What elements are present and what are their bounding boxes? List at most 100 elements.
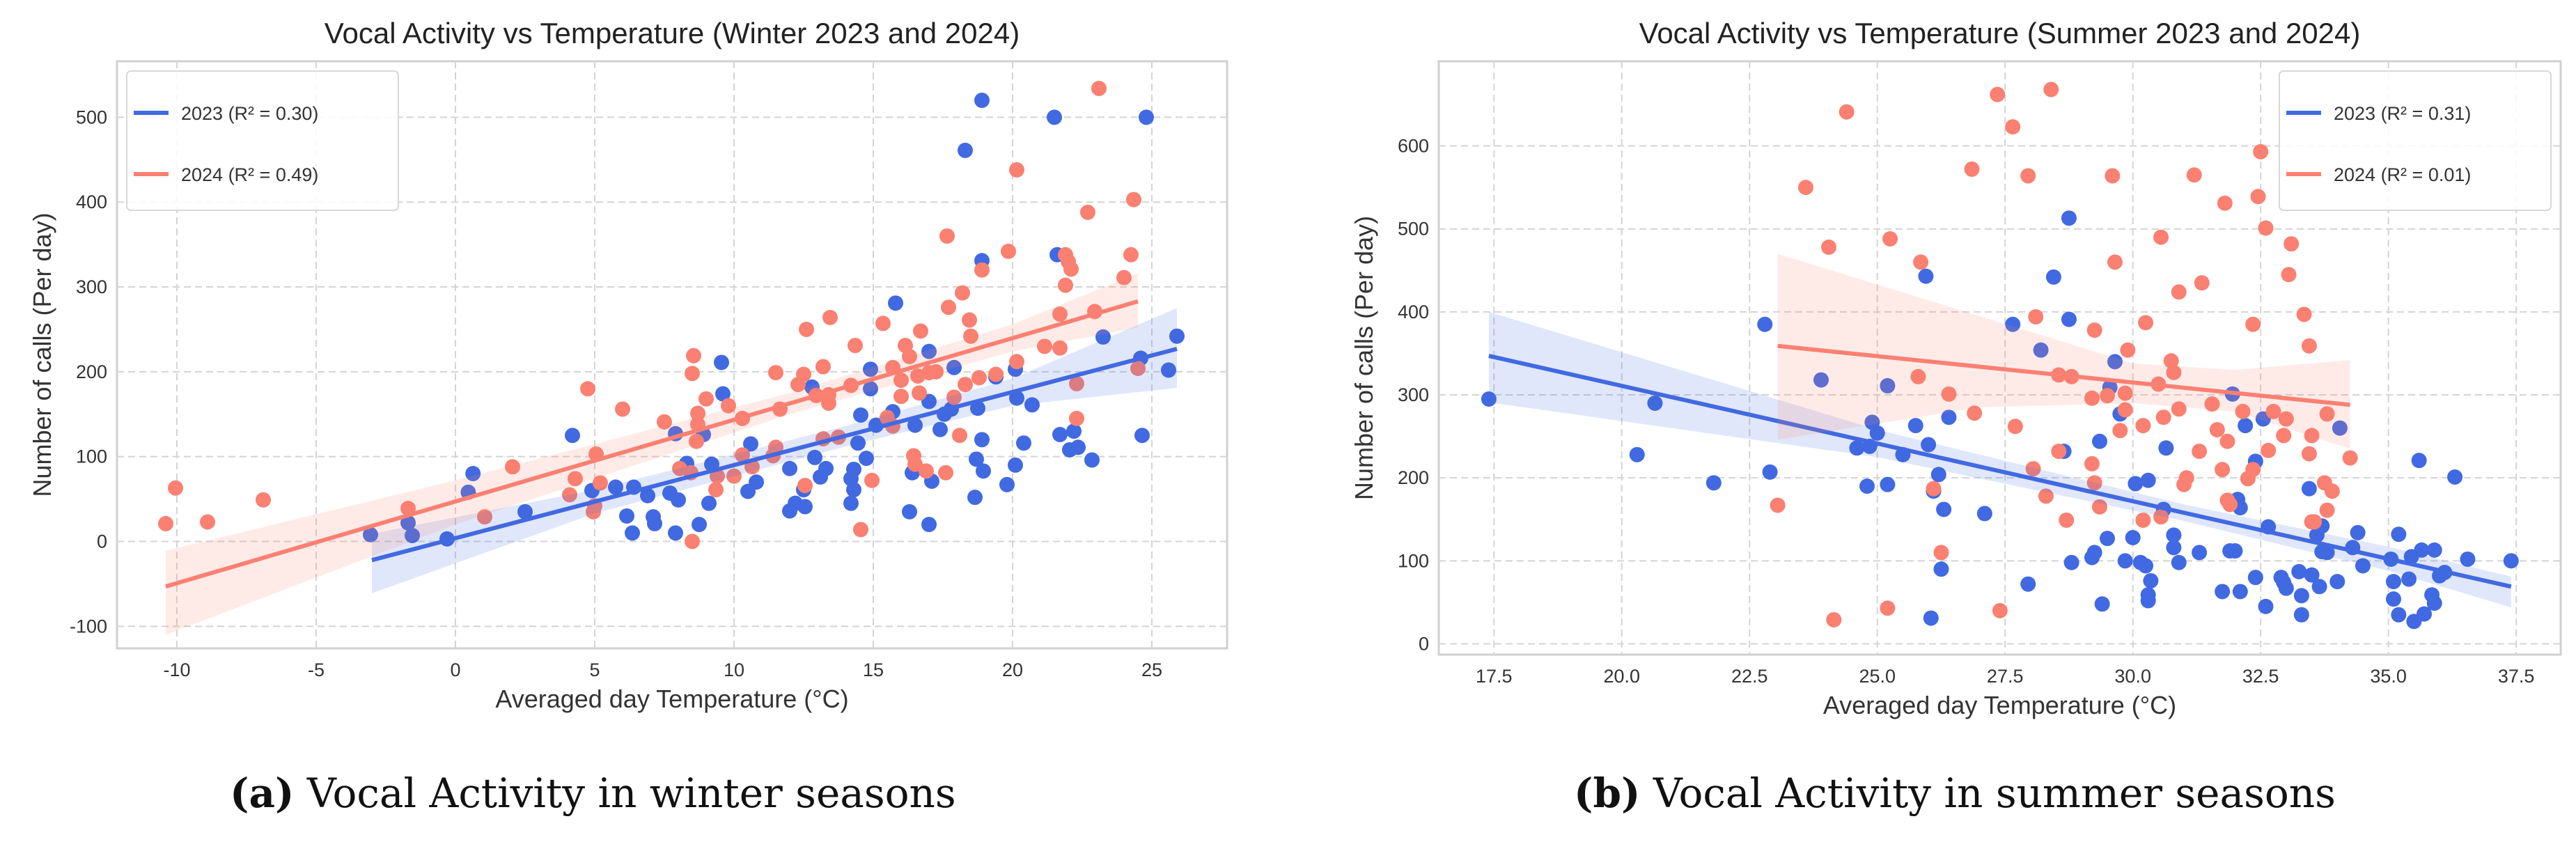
data-point — [2045, 269, 2061, 285]
data-point — [2153, 509, 2169, 525]
data-point — [2304, 567, 2320, 583]
data-point — [2301, 481, 2317, 497]
data-point — [2281, 267, 2297, 283]
data-point — [2291, 563, 2307, 579]
data-point — [1116, 270, 1132, 286]
data-point — [2094, 596, 2110, 612]
data-point — [2117, 385, 2133, 401]
data-point — [1921, 437, 1937, 453]
data-point — [1990, 86, 2006, 102]
y-tick-label: 300 — [1398, 384, 1429, 405]
data-point — [1063, 261, 1079, 277]
x-tick-label: 5 — [589, 659, 600, 680]
data-point — [1869, 425, 1885, 441]
data-point — [2332, 420, 2348, 436]
legend: 2023 (R² = 0.31) 2024 (R² = 0.01) — [2279, 70, 2552, 211]
data-point — [2155, 409, 2171, 426]
data-point — [565, 428, 580, 444]
data-point — [2120, 342, 2136, 358]
data-point — [562, 487, 577, 503]
data-point — [796, 366, 811, 382]
data-point — [988, 366, 1004, 382]
data-point — [850, 435, 866, 451]
y-tick-label: 0 — [97, 531, 107, 552]
data-point — [400, 515, 416, 531]
data-point — [158, 515, 173, 531]
data-point — [822, 309, 838, 325]
data-point — [946, 389, 962, 405]
data-point — [2261, 442, 2277, 458]
y-axis-label: Number of calls (Per day) — [1350, 216, 1378, 500]
data-point — [846, 461, 861, 477]
data-point — [1936, 501, 1952, 517]
data-point — [913, 323, 928, 339]
data-point — [2411, 453, 2427, 469]
regression-line — [1777, 343, 2350, 407]
data-point — [2117, 402, 2133, 418]
y-tick-label: 400 — [1398, 302, 1429, 322]
data-point — [1091, 80, 1107, 96]
data-point — [1008, 457, 1023, 473]
confidence-band — [372, 308, 1177, 593]
data-point — [640, 487, 655, 503]
data-point — [698, 391, 714, 407]
data-point — [1770, 497, 1786, 513]
data-point — [2284, 236, 2300, 252]
data-point — [2178, 470, 2194, 486]
x-tick-label: 35.0 — [2370, 666, 2407, 687]
data-point — [969, 451, 984, 467]
data-point — [615, 401, 630, 417]
data-point — [1964, 161, 1980, 177]
data-point — [2417, 606, 2433, 622]
data-point — [1169, 328, 1185, 344]
y-tick-label: 200 — [1398, 467, 1429, 488]
data-point — [2059, 512, 2075, 528]
data-point — [1130, 360, 1146, 376]
data-point — [1941, 386, 1957, 402]
data-point — [2238, 418, 2254, 434]
data-point — [970, 400, 985, 416]
data-point — [2099, 531, 2115, 547]
data-point — [2215, 584, 2231, 600]
data-point — [1001, 243, 1016, 259]
data-point — [939, 228, 955, 244]
data-point — [2086, 475, 2102, 491]
data-point — [625, 525, 640, 541]
data-point — [2099, 388, 2115, 404]
data-point — [938, 464, 953, 481]
data-point — [1933, 561, 1949, 577]
data-point — [974, 432, 990, 448]
data-point — [902, 348, 917, 364]
data-point — [2209, 422, 2225, 438]
legend-label: 2023 (R² = 0.30) — [181, 103, 318, 124]
data-point — [818, 460, 834, 476]
data-point — [1481, 391, 1497, 407]
series-0-points — [1481, 210, 2519, 630]
data-point — [689, 433, 704, 449]
data-point — [2140, 472, 2156, 488]
data-point — [2084, 455, 2100, 471]
data-point — [2215, 462, 2231, 478]
data-point — [1910, 368, 1926, 384]
data-point — [715, 386, 731, 402]
data-point — [2278, 580, 2294, 596]
data-point — [2245, 462, 2261, 478]
data-point — [907, 417, 923, 433]
data-point — [958, 377, 973, 393]
x-tick-label: 25.0 — [1859, 666, 1896, 687]
plot-content — [1481, 81, 2519, 630]
data-point — [647, 515, 662, 531]
y-tick-label: 500 — [76, 107, 107, 127]
data-point — [2166, 364, 2182, 380]
data-point — [853, 522, 868, 538]
data-point — [2117, 553, 2133, 569]
x-tick-label: 15 — [863, 659, 884, 680]
data-point — [1926, 481, 1942, 497]
chart-title: Vocal Activity vs Temperature (Summer 20… — [1639, 17, 2361, 49]
data-point — [2005, 316, 2021, 332]
x-tick-label: 27.5 — [1987, 666, 2024, 687]
data-point — [2084, 390, 2100, 406]
data-point — [2043, 81, 2059, 97]
data-point — [714, 354, 729, 370]
data-point — [1923, 610, 1939, 626]
